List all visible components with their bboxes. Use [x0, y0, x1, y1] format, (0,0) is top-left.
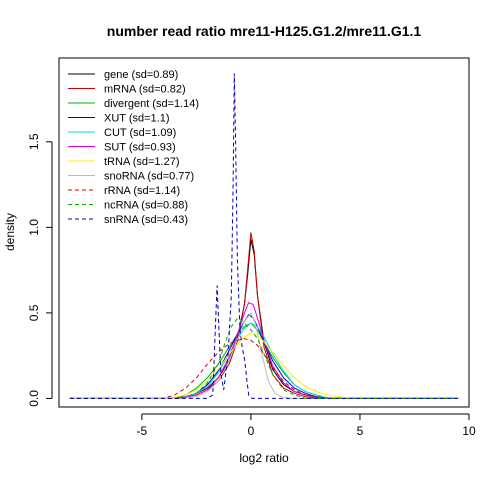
legend-entry: snRNA (sd=0.43): [104, 214, 188, 226]
x-tick-label: 10: [462, 424, 476, 438]
legend-entry: SUT (sd=0.93): [104, 142, 176, 154]
series-lines: [69, 73, 459, 399]
legend-entry: XUT (sd=1.1): [104, 113, 170, 125]
axes: -5 0 5 10 0.0 0.5 1.0 1.5: [27, 133, 476, 438]
legend-entry: CUT (sd=1.09): [104, 127, 176, 139]
y-axis-label: density: [3, 213, 17, 251]
y-tick-label: 1.5: [27, 133, 41, 150]
y-tick-label: 0.0: [27, 390, 41, 407]
y-tick-label: 0.5: [27, 304, 41, 321]
legend-entry: tRNA (sd=1.27): [104, 156, 180, 168]
series-line-7: [69, 311, 459, 399]
series-line-10: [69, 73, 459, 399]
y-tick-label: 1.0: [27, 219, 41, 236]
legend-entry: gene (sd=0.89): [104, 69, 178, 81]
series-line-4: [69, 322, 459, 399]
x-axis-label: log2 ratio: [239, 451, 289, 465]
legend-entry: divergent (sd=1.14): [104, 98, 199, 110]
x-tick-label: -5: [137, 424, 148, 438]
chart-title: number read ratio mre11-H125.G1.2/mre11.…: [107, 23, 422, 39]
legend-entry: ncRNA (sd=0.88): [104, 200, 188, 212]
series-line-8: [69, 338, 459, 399]
legend-entry: rRNA (sd=1.14): [104, 185, 180, 197]
plot-frame: [58, 57, 470, 408]
legend: gene (sd=0.89) mRNA (sd=0.82) divergent (s…: [68, 69, 199, 226]
x-tick-label: 5: [357, 424, 364, 438]
series-line-5: [69, 301, 459, 399]
legend-entry: mRNA (sd=0.82): [104, 84, 186, 96]
legend-entry: snoRNA (sd=0.77): [104, 171, 194, 183]
x-tick-label: 0: [248, 424, 255, 438]
